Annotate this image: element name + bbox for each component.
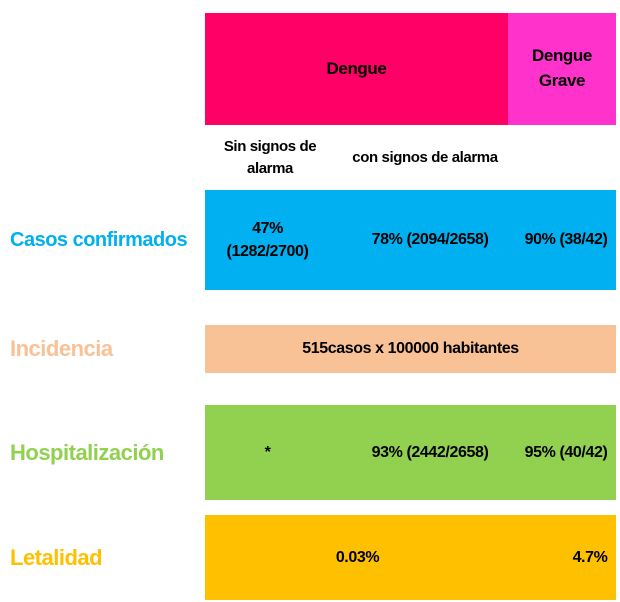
cell: 95% (40/42) [524, 443, 608, 461]
cell: 0.03% [335, 548, 380, 566]
cell: 78% (2094/2658) [371, 231, 489, 249]
subgroup-label: con signos de alarma [352, 149, 498, 167]
row-band [205, 515, 616, 600]
cell: 47% (1282/2700) [226, 219, 309, 260]
row-band [205, 325, 616, 373]
subgroup-label: Sin signos de alarma [223, 138, 317, 177]
row-label: Casos confirmados [10, 228, 188, 251]
cell: 90% (38/42) [524, 231, 608, 249]
row-band [205, 190, 616, 290]
dengue-grave-header [508, 13, 616, 125]
group-label: Dengue [326, 58, 387, 78]
row-label: Incidencia [10, 336, 113, 361]
dengue-header [205, 13, 508, 125]
row-label: Hospitalización [10, 439, 164, 465]
cell: 515casos x 100000 habitantes [302, 340, 519, 358]
row-band [205, 405, 616, 500]
cell: 93% (2442/2658) [371, 443, 489, 461]
cell: 4.7% [572, 548, 608, 566]
row-label: Letalidad [10, 544, 103, 570]
cell: * [264, 443, 271, 461]
group-label: Dengue Grave [532, 46, 592, 90]
